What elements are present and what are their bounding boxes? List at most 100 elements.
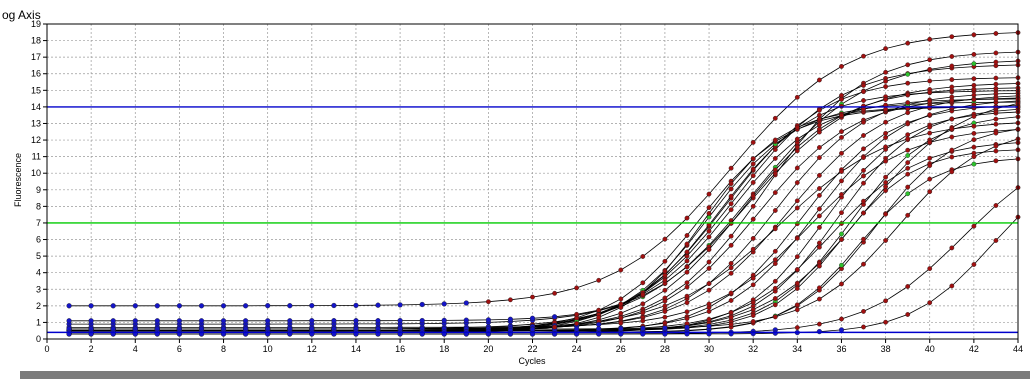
data-point bbox=[751, 276, 755, 280]
data-point bbox=[221, 303, 226, 308]
data-point bbox=[795, 137, 799, 141]
x-tick-label: 30 bbox=[704, 344, 714, 354]
data-point bbox=[972, 97, 976, 101]
data-point bbox=[773, 156, 777, 160]
data-point bbox=[751, 217, 755, 221]
data-point bbox=[994, 238, 998, 242]
data-point bbox=[883, 97, 887, 101]
data-point bbox=[111, 318, 116, 323]
data-point bbox=[685, 285, 689, 289]
data-point bbox=[950, 64, 954, 68]
data-point bbox=[906, 153, 910, 157]
series-line bbox=[69, 84, 1018, 325]
data-point bbox=[177, 318, 182, 323]
data-point bbox=[972, 138, 976, 142]
data-point bbox=[67, 318, 72, 323]
data-point bbox=[707, 317, 711, 321]
data-point bbox=[928, 163, 932, 167]
data-point bbox=[641, 311, 645, 315]
data-point bbox=[994, 131, 998, 135]
data-point bbox=[729, 166, 733, 170]
data-point bbox=[133, 318, 138, 323]
data-point bbox=[906, 172, 910, 176]
data-point bbox=[861, 83, 865, 87]
data-point bbox=[795, 222, 799, 226]
data-point bbox=[928, 90, 932, 94]
data-point bbox=[883, 188, 887, 192]
data-point bbox=[508, 317, 513, 322]
series-line bbox=[69, 91, 1018, 331]
data-point bbox=[751, 313, 755, 317]
x-tick-label: 34 bbox=[792, 344, 802, 354]
data-point bbox=[906, 93, 910, 97]
y-tick-label: 5 bbox=[36, 251, 41, 261]
data-point bbox=[839, 135, 843, 139]
data-point bbox=[707, 324, 712, 329]
data-point bbox=[619, 302, 623, 306]
series-line bbox=[69, 109, 1018, 330]
data-point bbox=[641, 302, 645, 306]
data-point bbox=[906, 312, 910, 316]
data-point bbox=[861, 174, 865, 178]
data-point bbox=[685, 265, 689, 269]
data-point bbox=[839, 232, 843, 236]
data-point bbox=[906, 192, 910, 196]
data-point bbox=[839, 237, 843, 241]
data-point bbox=[420, 318, 425, 323]
y-tick-label: 15 bbox=[31, 85, 41, 95]
data-point bbox=[950, 88, 954, 92]
x-tick-label: 22 bbox=[527, 344, 537, 354]
data-point bbox=[574, 321, 578, 325]
data-point bbox=[398, 318, 403, 323]
data-point bbox=[773, 208, 777, 212]
data-point bbox=[972, 124, 976, 128]
data-point bbox=[707, 205, 711, 209]
data-point bbox=[994, 82, 998, 86]
series-line bbox=[69, 96, 1018, 329]
series-line bbox=[69, 112, 1018, 332]
data-point bbox=[883, 135, 887, 139]
data-point bbox=[729, 322, 733, 326]
data-point bbox=[839, 179, 843, 183]
data-point bbox=[619, 297, 623, 301]
series-line bbox=[69, 61, 1018, 329]
data-point bbox=[641, 254, 645, 258]
x-tick-label: 28 bbox=[660, 344, 670, 354]
data-point bbox=[795, 125, 799, 129]
data-point bbox=[707, 309, 711, 313]
y-tick-label: 4 bbox=[36, 268, 41, 278]
data-point bbox=[817, 108, 821, 112]
data-point bbox=[795, 267, 799, 271]
data-point bbox=[243, 303, 248, 308]
x-axis-label: Cycles bbox=[518, 356, 546, 366]
y-tick-label: 10 bbox=[31, 168, 41, 178]
data-point bbox=[950, 77, 954, 81]
data-point bbox=[994, 86, 998, 90]
data-point bbox=[729, 202, 733, 206]
data-point bbox=[861, 155, 865, 159]
x-tick-label: 16 bbox=[395, 344, 405, 354]
data-point bbox=[729, 266, 733, 270]
y-tick-label: 1 bbox=[36, 317, 41, 327]
data-point bbox=[574, 286, 578, 290]
data-point bbox=[442, 318, 447, 323]
data-point bbox=[817, 123, 821, 127]
data-point bbox=[839, 328, 844, 333]
data-point bbox=[950, 148, 954, 152]
data-point bbox=[994, 51, 998, 55]
data-point bbox=[663, 326, 668, 331]
series-line bbox=[69, 103, 1018, 332]
data-point bbox=[994, 203, 998, 207]
data-point bbox=[972, 77, 976, 81]
data-point bbox=[928, 190, 932, 194]
data-point bbox=[707, 211, 711, 215]
data-point bbox=[574, 312, 578, 316]
data-point bbox=[332, 318, 337, 323]
data-point bbox=[795, 303, 799, 307]
y-tick-label: 16 bbox=[31, 69, 41, 79]
data-point bbox=[928, 67, 932, 71]
data-point bbox=[928, 177, 932, 181]
data-point bbox=[663, 299, 667, 303]
data-point bbox=[861, 211, 865, 215]
data-point bbox=[994, 60, 998, 64]
